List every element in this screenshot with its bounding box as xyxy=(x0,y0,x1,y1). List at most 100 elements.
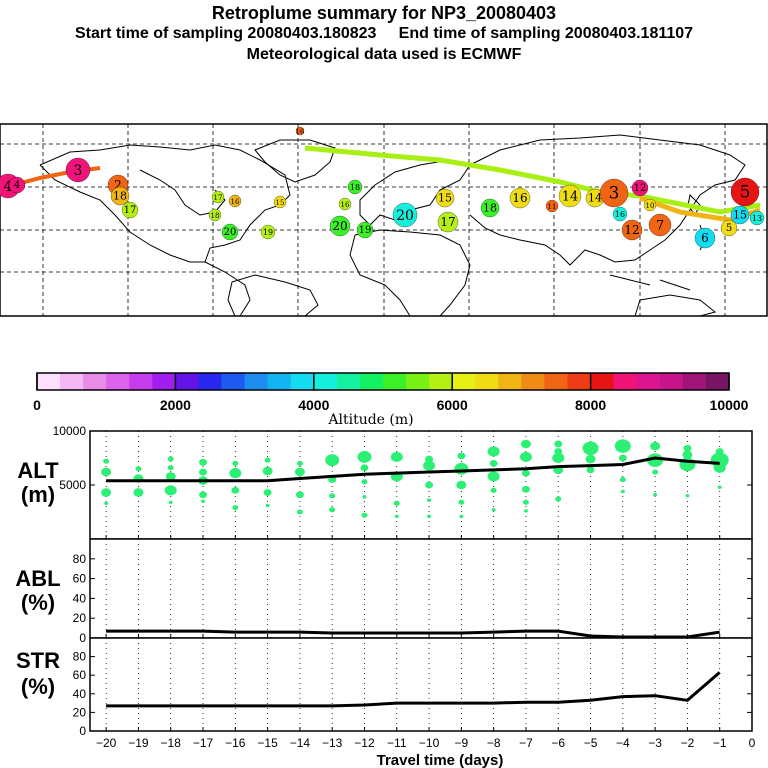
plume-marker-label: 12 xyxy=(634,183,647,194)
altitude-point xyxy=(650,441,661,451)
colorbar-swatch xyxy=(567,373,592,390)
colorbar-swatch xyxy=(290,373,315,390)
plume-marker xyxy=(8,176,26,194)
plume-marker xyxy=(599,178,629,208)
x-tick-label: −8 xyxy=(487,736,501,750)
altitude-point xyxy=(555,496,562,502)
altitude-point xyxy=(647,453,664,467)
altitude-point xyxy=(104,501,109,506)
altitude-point xyxy=(458,499,465,505)
plume-marker xyxy=(730,205,750,225)
x-tick-label: −2 xyxy=(681,736,695,750)
x-tick-label: −20 xyxy=(96,736,117,750)
altitude-point xyxy=(487,446,500,457)
plume-marker xyxy=(437,211,459,233)
colorbar-swatch xyxy=(544,373,569,390)
altitude-point xyxy=(685,494,690,498)
y-tick-label: 5000 xyxy=(59,478,86,492)
plume-marker xyxy=(648,213,672,237)
plume-marker-label: 6 xyxy=(701,231,709,245)
colorbar-swatch xyxy=(221,373,246,390)
altitude-point xyxy=(713,462,726,473)
plume-marker xyxy=(329,215,351,237)
alt-panel-name: ALT xyxy=(17,458,59,483)
altitude-point xyxy=(585,454,596,464)
plume-marker xyxy=(208,208,222,222)
x-axis-title: Travel time (days) xyxy=(377,752,504,768)
altitude-point xyxy=(552,452,565,464)
plume-marker-label: 18 xyxy=(211,212,220,220)
altitude-point xyxy=(554,440,563,448)
altitude-point xyxy=(682,450,693,460)
colorbar-swatch xyxy=(244,373,269,390)
colorbar-tick-label: 0 xyxy=(33,397,41,413)
altitude-point xyxy=(521,469,530,477)
plume-marker xyxy=(643,198,657,212)
altitude-point xyxy=(457,452,466,460)
altitude-point xyxy=(520,439,531,449)
altitude-point xyxy=(264,457,271,463)
x-tick-label: −4 xyxy=(616,736,630,750)
y-tick-label: 60 xyxy=(73,572,87,586)
altitude-median-line xyxy=(106,456,720,483)
colorbar-swatch xyxy=(406,373,430,390)
x-tick-label: −5 xyxy=(584,736,598,750)
altitude-point xyxy=(523,509,528,513)
altitude-point xyxy=(618,454,627,462)
x-tick-label: −18 xyxy=(161,736,182,750)
colorbar-tick-label: 2000 xyxy=(160,397,191,413)
plume-marker-label: 17 xyxy=(124,205,137,216)
altitude-point xyxy=(614,439,631,453)
altitude-point xyxy=(361,512,368,518)
x-tick-label: −3 xyxy=(648,736,662,750)
colorbar-swatch xyxy=(659,373,684,390)
altitude-point xyxy=(454,462,469,475)
x-tick-label: −11 xyxy=(387,736,407,750)
plume-marker-label: 13 xyxy=(752,214,762,223)
y-tick-label: 20 xyxy=(73,705,87,719)
abl-series-line xyxy=(106,629,720,639)
plume-marker-label: 15 xyxy=(276,199,285,207)
altitude-point xyxy=(199,458,208,466)
altitude-point xyxy=(489,460,498,467)
altitude-point xyxy=(582,441,599,456)
altitude-point xyxy=(101,488,112,497)
altitude-point xyxy=(427,498,432,502)
x-tick-label: −12 xyxy=(354,736,375,750)
altitude-point xyxy=(717,485,722,489)
colorbar-swatch xyxy=(383,373,407,390)
plume-marker xyxy=(730,177,760,207)
plume-marker xyxy=(480,198,500,218)
colorbar-swatch xyxy=(521,373,545,390)
str-panel-name: STR xyxy=(16,648,60,673)
altitude-point xyxy=(265,503,270,508)
x-tick-label: −19 xyxy=(128,736,149,750)
y-tick-label: 40 xyxy=(73,687,87,701)
plume-marker xyxy=(435,188,455,208)
altitude-point xyxy=(652,469,659,475)
plume-marker xyxy=(621,219,643,241)
altitude-point xyxy=(263,489,272,496)
altitude-point xyxy=(490,487,497,493)
plume-marker xyxy=(509,187,531,209)
sampling-times: Start time of sampling 20080403.180823 E… xyxy=(74,25,694,42)
colorbar-swatch xyxy=(498,373,522,390)
y-tick-label: 40 xyxy=(73,591,87,605)
plume-marker-label: 12 xyxy=(624,223,639,237)
colorbar-swatch xyxy=(60,373,84,390)
y-tick-label: 60 xyxy=(73,668,87,682)
plume-marker-label: 19 xyxy=(359,225,372,236)
plume-marker-label: 16 xyxy=(231,198,240,206)
plume-marker xyxy=(211,190,225,204)
altitude-point xyxy=(459,514,464,519)
altitude-point xyxy=(393,500,400,506)
colorbar-swatch xyxy=(175,373,199,390)
altitude-point xyxy=(390,451,403,463)
abl-panel-name: ABL xyxy=(15,566,60,591)
x-tick-label: −14 xyxy=(290,736,311,750)
altitude-point xyxy=(522,499,529,505)
altitude-point xyxy=(199,491,208,499)
y-tick-label: 80 xyxy=(73,552,87,566)
colorbar-swatch xyxy=(359,373,384,390)
